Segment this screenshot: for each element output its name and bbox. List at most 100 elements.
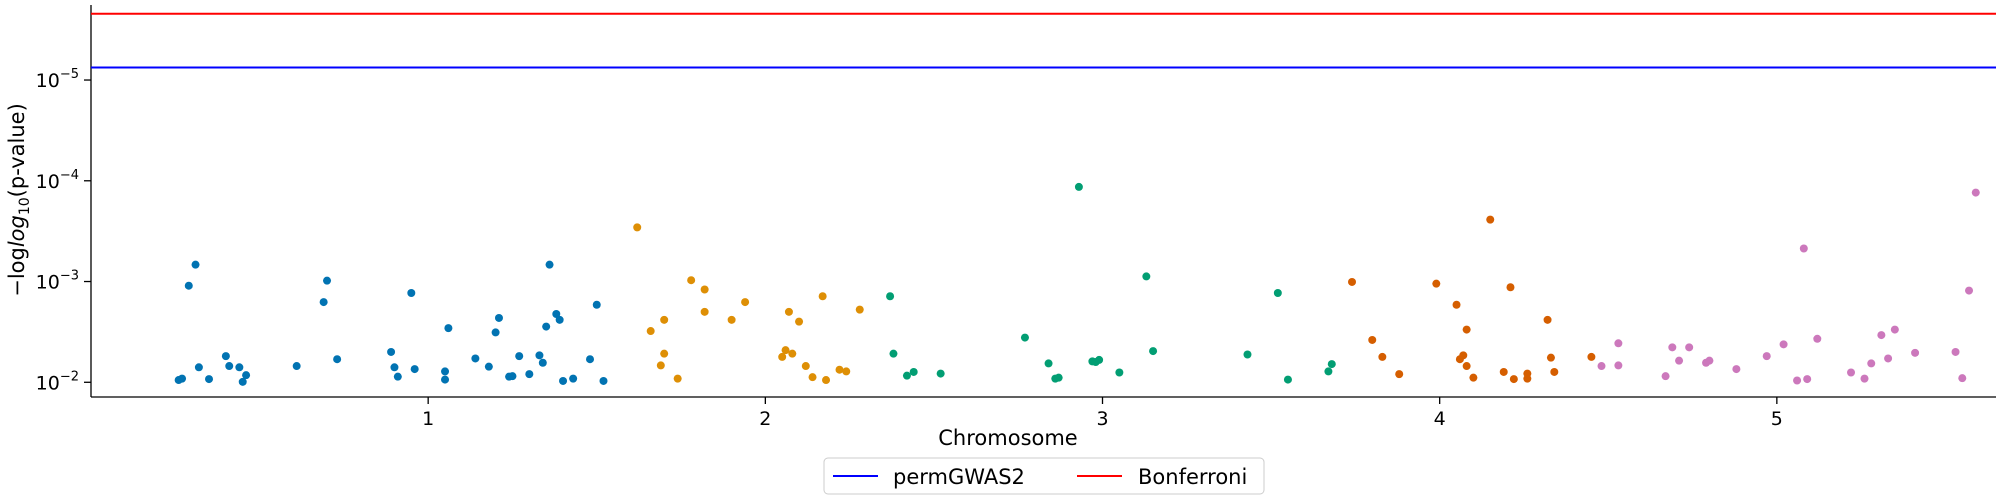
data-point-chr4-0 <box>1348 277 1357 286</box>
y-tick-base-3: 10 <box>36 372 60 394</box>
data-point-chr4-10 <box>1469 373 1478 382</box>
data-point-chr1-8 <box>235 363 244 372</box>
data-point-chr1-10 <box>242 371 251 380</box>
data-point-chr2-13 <box>784 307 793 316</box>
data-point-chr2-22 <box>855 305 864 314</box>
data-point-chr1-25 <box>491 328 500 337</box>
data-point-chr2-21 <box>842 367 851 376</box>
data-point-chr3-12 <box>1095 355 1104 364</box>
data-point-chr4-5 <box>1452 300 1461 309</box>
y-axis-title: −loglog10(p-value) <box>5 103 33 297</box>
data-point-chr3-9 <box>1074 182 1083 191</box>
data-point-chr4-16 <box>1523 369 1532 378</box>
data-point-chr5-25 <box>1965 286 1974 295</box>
data-point-chr4-14 <box>1509 375 1518 384</box>
data-point-chr1-7 <box>225 362 234 371</box>
y-tick-label-0: 10−5 <box>36 67 79 92</box>
data-point-chr2-6 <box>687 276 696 285</box>
data-point-chr4-1 <box>1368 335 1377 344</box>
data-point-chr1-19 <box>410 365 419 374</box>
data-point-chr5-0 <box>1597 362 1606 371</box>
data-point-chr1-20 <box>441 367 450 376</box>
data-point-chr1-13 <box>323 276 332 285</box>
data-point-chr1-40 <box>592 300 601 309</box>
data-point-chr2-14 <box>788 349 797 358</box>
data-point-chr2-2 <box>656 361 665 370</box>
x-axis-ticks: 1 2 3 4 5 <box>422 397 1783 430</box>
data-point-chr5-13 <box>1799 244 1808 253</box>
data-points <box>174 182 1980 386</box>
data-point-chr4-17 <box>1543 315 1552 324</box>
x-tick-label-0: 1 <box>422 408 434 430</box>
data-point-chr3-2 <box>902 371 911 380</box>
data-point-chr1-14 <box>333 355 342 364</box>
data-point-chr3-4 <box>936 369 945 378</box>
y-axis-title-rest: (p-value) <box>5 103 29 197</box>
data-point-chr5-2 <box>1614 361 1623 370</box>
data-point-chr5-24 <box>1958 374 1967 383</box>
data-point-chr1-37 <box>559 376 568 385</box>
data-point-chr3-3 <box>909 367 918 376</box>
data-point-chr4-20 <box>1587 352 1596 361</box>
data-point-chr1-22 <box>444 324 453 333</box>
data-point-chr1-23 <box>471 354 480 363</box>
data-point-chr5-9 <box>1732 365 1741 374</box>
y-tick-exponent-2: −3 <box>60 269 79 284</box>
data-point-chr5-23 <box>1951 347 1960 356</box>
data-point-chr1-31 <box>535 351 544 360</box>
data-point-chr1-28 <box>508 372 517 381</box>
data-point-chr1-5 <box>205 375 214 384</box>
x-tick-label-1: 2 <box>759 408 771 430</box>
data-point-chr4-9 <box>1462 325 1471 334</box>
data-point-chr2-1 <box>646 327 655 336</box>
y-axis-title-sub: 10 <box>17 197 33 215</box>
data-point-chr5-5 <box>1675 356 1684 365</box>
data-point-chr2-20 <box>835 365 844 374</box>
data-point-chr4-4 <box>1432 279 1441 288</box>
data-point-chr5-21 <box>1890 325 1899 334</box>
data-point-chr2-15 <box>795 317 804 326</box>
y-tick-base-1: 10 <box>36 171 60 193</box>
data-point-chr4-3 <box>1395 370 1404 379</box>
data-point-chr5-10 <box>1762 352 1771 361</box>
data-point-chr4-18 <box>1546 353 1555 362</box>
y-axis-title-main: −log <box>5 247 29 297</box>
y-tick-exponent-0: −5 <box>60 67 79 82</box>
data-point-chr3-13 <box>1115 368 1124 377</box>
data-point-chr5-4 <box>1668 343 1677 352</box>
data-point-chr2-11 <box>778 352 787 361</box>
y-tick-base-2: 10 <box>36 272 60 294</box>
data-point-chr1-39 <box>586 355 595 364</box>
data-point-chr2-7 <box>700 307 709 316</box>
data-point-chr3-17 <box>1273 289 1282 298</box>
data-point-chr5-26 <box>1971 188 1980 197</box>
data-point-chr1-3 <box>191 260 200 269</box>
data-point-chr1-33 <box>542 322 551 331</box>
y-tick-label-1: 10−4 <box>36 168 79 193</box>
x-axis-title: Chromosome <box>938 426 1077 450</box>
y-tick-exponent-3: −2 <box>60 369 79 384</box>
x-tick-label-2: 3 <box>1096 408 1108 430</box>
data-point-chr2-18 <box>818 292 827 301</box>
data-point-chr2-10 <box>741 298 750 307</box>
data-point-chr3-1 <box>889 349 898 358</box>
data-point-chr1-38 <box>569 374 578 383</box>
data-point-chr3-0 <box>886 292 895 301</box>
data-point-chr4-8 <box>1462 362 1471 371</box>
data-point-chr3-5 <box>1020 333 1029 342</box>
data-point-chr1-26 <box>494 313 503 322</box>
data-point-chr1-1 <box>178 374 187 383</box>
data-point-chr3-6 <box>1044 359 1053 368</box>
data-point-chr4-7 <box>1459 351 1468 360</box>
y-tick-exponent-1: −4 <box>60 168 79 183</box>
data-point-chr2-19 <box>822 376 831 385</box>
data-point-chr1-36 <box>555 315 564 324</box>
data-point-chr5-8 <box>1705 356 1714 365</box>
data-point-chr1-34 <box>545 260 554 269</box>
data-point-chr5-14 <box>1803 375 1812 384</box>
data-point-chr2-12 <box>781 346 790 355</box>
data-point-chr3-18 <box>1283 375 1292 384</box>
data-point-chr5-12 <box>1793 376 1802 385</box>
data-point-chr3-20 <box>1327 360 1336 369</box>
data-point-chr2-17 <box>808 373 817 382</box>
